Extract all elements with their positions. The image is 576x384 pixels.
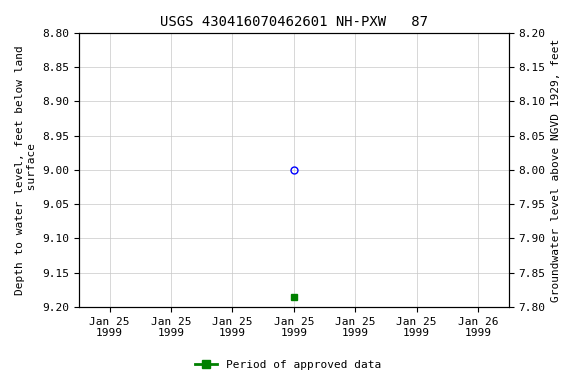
Y-axis label: Groundwater level above NGVD 1929, feet: Groundwater level above NGVD 1929, feet bbox=[551, 38, 561, 301]
Title: USGS 430416070462601 NH-PXW   87: USGS 430416070462601 NH-PXW 87 bbox=[160, 15, 428, 29]
Y-axis label: Depth to water level, feet below land
 surface: Depth to water level, feet below land su… bbox=[15, 45, 37, 295]
Legend: Period of approved data: Period of approved data bbox=[191, 356, 385, 375]
